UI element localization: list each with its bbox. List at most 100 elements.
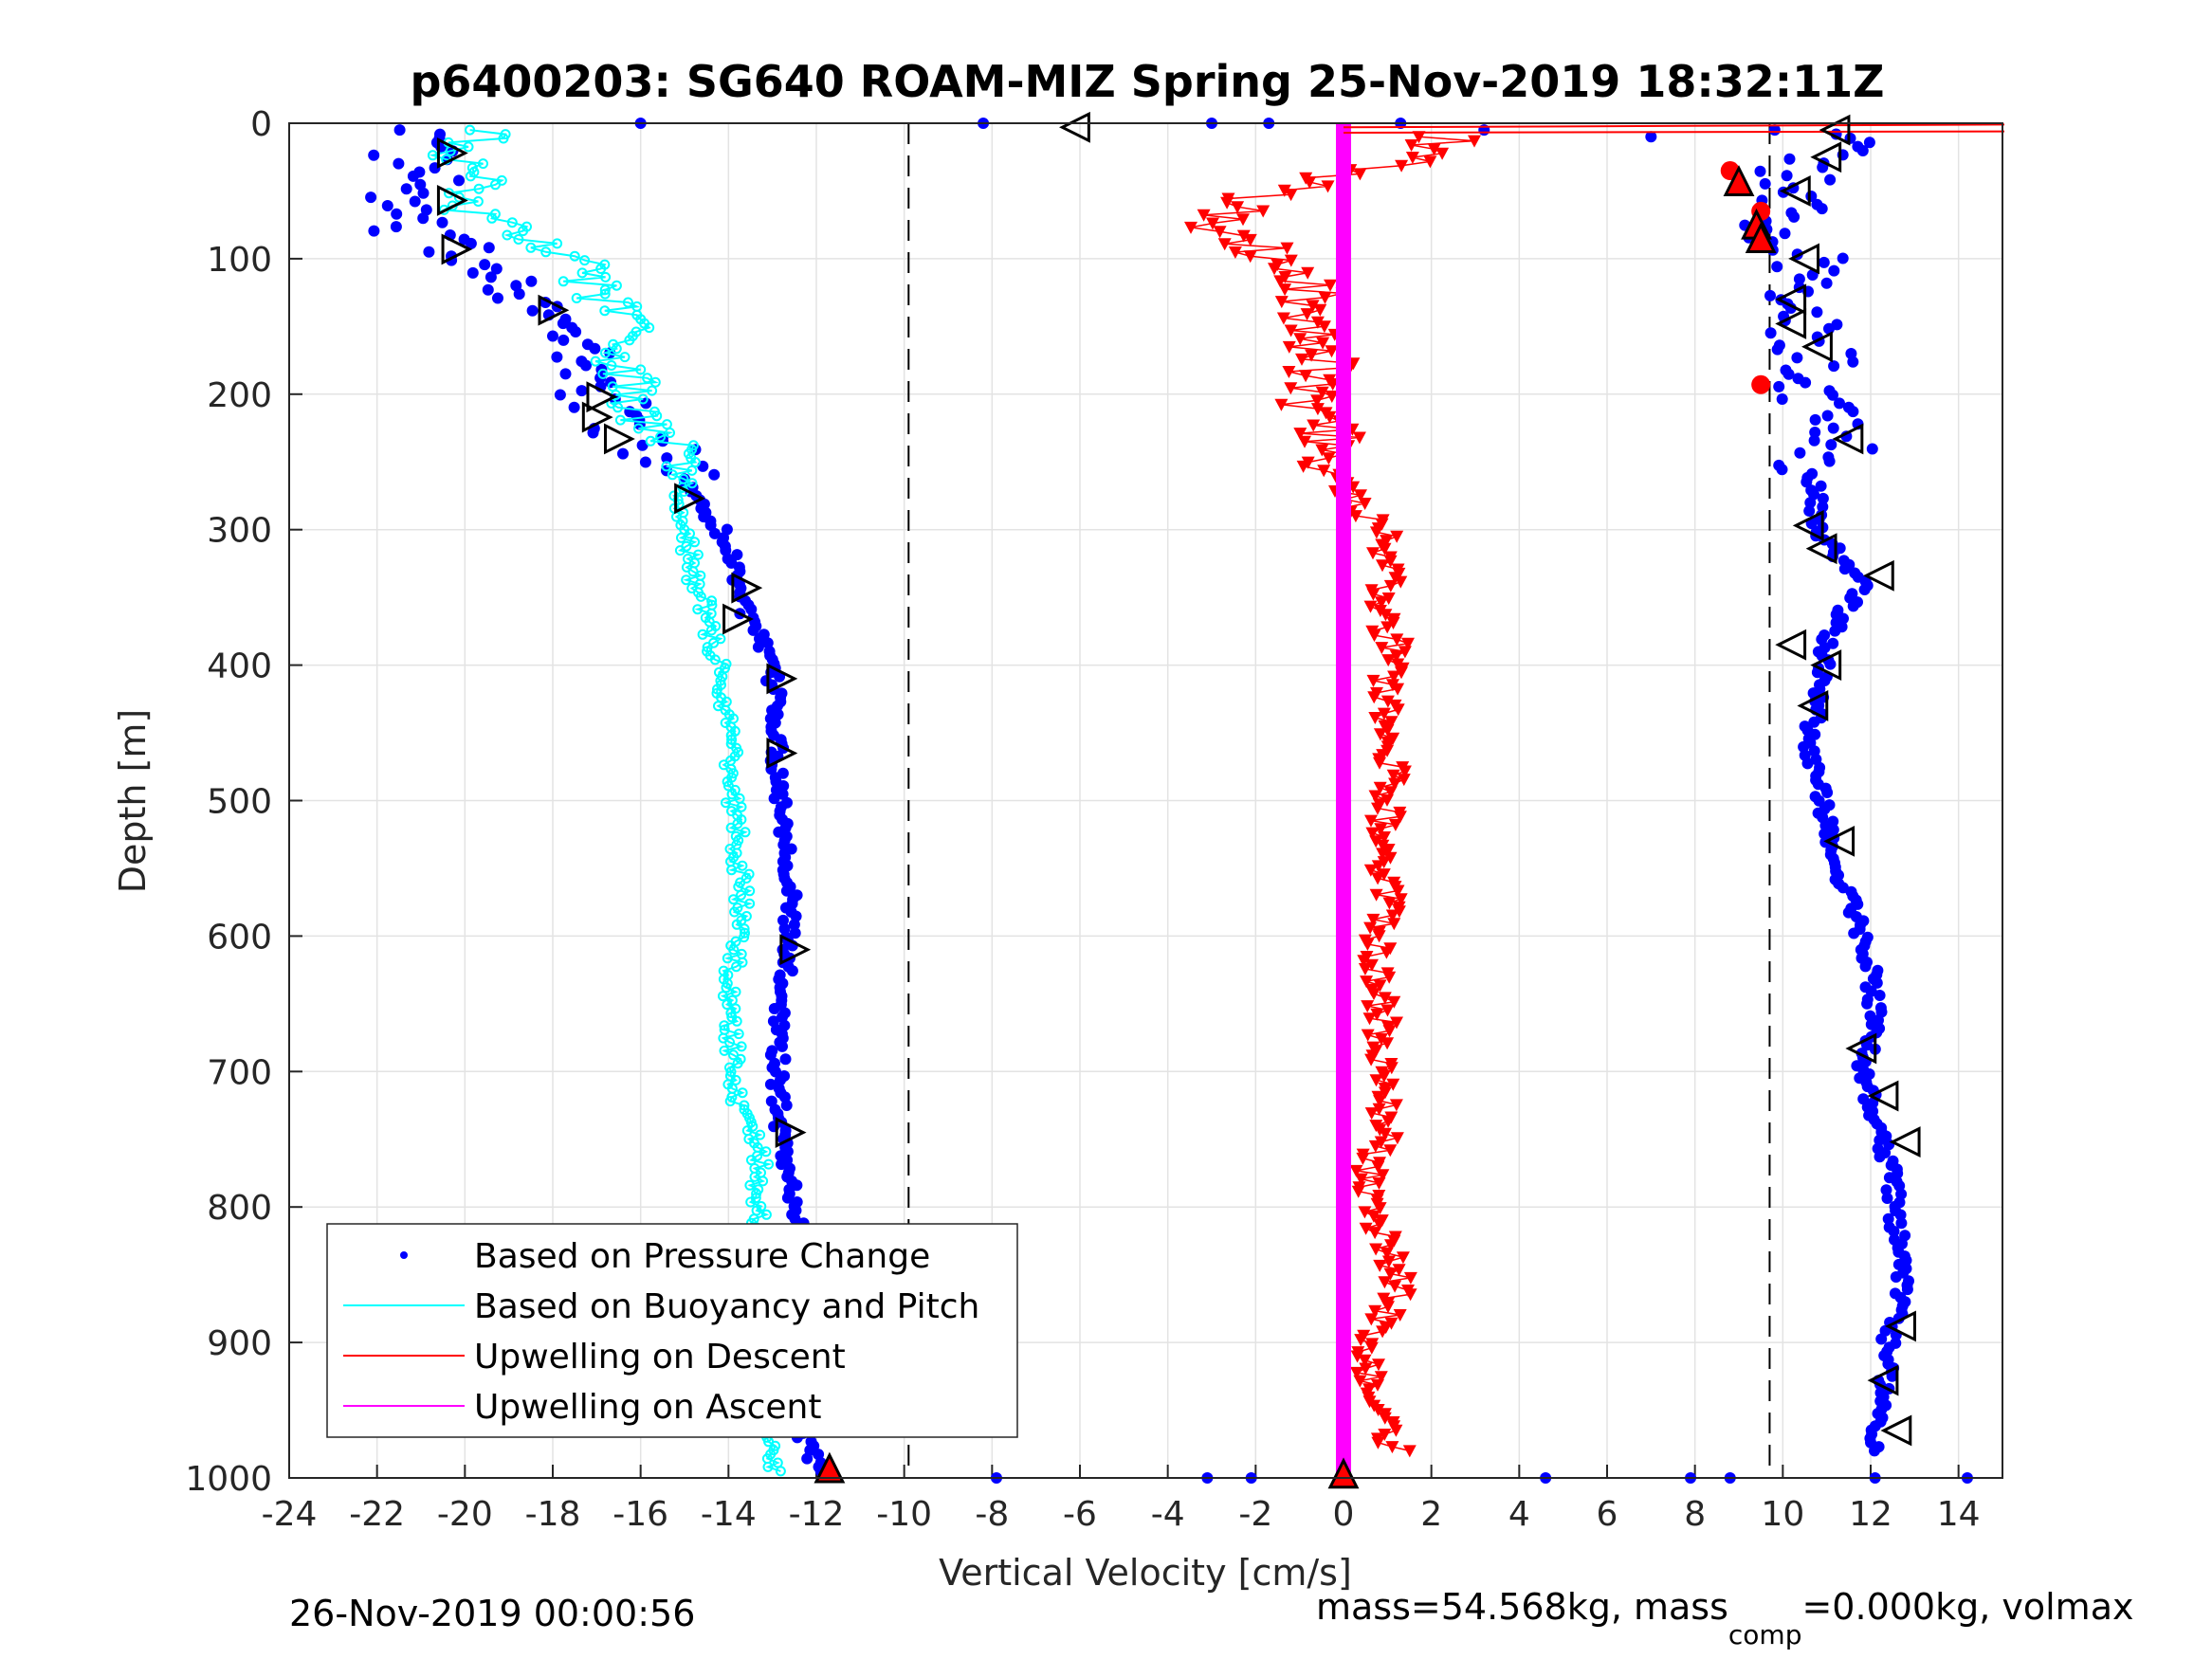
descent-upwelling-point bbox=[1373, 728, 1387, 741]
descent-upwelling-point bbox=[1197, 209, 1211, 222]
x-tick-labels: -24 -22 -20 -18 -16 -14 -12 -10 -8 -6 -4 -2 0 2 4 6 8 10 1… bbox=[262, 1495, 1981, 1534]
descent-upwelling-point bbox=[1366, 547, 1380, 560]
series-layer bbox=[365, 118, 2005, 1484]
legend: Based on Pressure Change Based on Buoyan… bbox=[326, 1223, 1018, 1438]
buoyancy-point bbox=[749, 1171, 760, 1182]
buoyancy-point bbox=[718, 991, 728, 1002]
descent-upwelling-point bbox=[1373, 979, 1387, 993]
descent-upwelling-point bbox=[1392, 1264, 1406, 1277]
footer-mass-sub: comp bbox=[1728, 1619, 1802, 1650]
pressure-point bbox=[580, 359, 592, 372]
pressure-point bbox=[779, 1053, 792, 1066]
buoyancy-point bbox=[689, 457, 701, 467]
descent-upwelling-point bbox=[1351, 1185, 1365, 1198]
footer-mass-rest: =0.000kg, volmax bbox=[1801, 1586, 2133, 1628]
descent-upwelling-point bbox=[1391, 884, 1405, 898]
x-tick-label: 4 bbox=[1508, 1495, 1530, 1534]
buoyancy-point bbox=[600, 271, 612, 283]
descent-upwelling-point bbox=[1373, 1218, 1386, 1231]
pressure-point bbox=[1847, 406, 1859, 418]
buoyancy-point bbox=[681, 574, 692, 586]
descent-upwelling-point bbox=[1383, 555, 1398, 568]
pressure-point bbox=[1819, 828, 1831, 840]
pressure-point bbox=[547, 330, 558, 342]
pressure-point bbox=[1874, 990, 1886, 1001]
footer-mass-info: mass=54.568kg, masscomp=0.000kg, volmax bbox=[1316, 1586, 2133, 1650]
open-triangle-marker bbox=[1059, 111, 1090, 143]
buoyancy-point bbox=[600, 347, 611, 358]
descent-upwelling-point bbox=[1380, 695, 1395, 708]
pressure-point bbox=[391, 208, 403, 220]
buoyancy-point bbox=[740, 827, 751, 838]
pressure-point bbox=[526, 304, 539, 317]
buoyancy-point bbox=[647, 385, 658, 396]
descent-upwelling-point bbox=[1374, 823, 1388, 836]
pressure-point bbox=[1809, 413, 1821, 426]
open-triangle-marker bbox=[586, 381, 618, 413]
pressure-point bbox=[747, 624, 759, 636]
open-triangle-marker bbox=[604, 423, 635, 455]
filled-triangle-marker bbox=[1327, 1457, 1360, 1489]
y-axis-label: Depth [m] bbox=[112, 709, 154, 894]
buoyancy-point bbox=[472, 196, 484, 207]
pressure-point bbox=[393, 124, 406, 137]
descent-upwelling-point bbox=[1303, 176, 1317, 190]
pressure-point bbox=[801, 1452, 814, 1465]
buoyancy-point bbox=[724, 1037, 736, 1048]
buoyancy-point bbox=[635, 364, 647, 375]
buoyancy-point bbox=[614, 414, 626, 426]
pressure-point bbox=[570, 326, 582, 337]
footer-timestamp: 26-Nov-2019 00:00:56 bbox=[289, 1593, 695, 1634]
descent-upwelling-point bbox=[1364, 1313, 1379, 1326]
pressure-point bbox=[1764, 327, 1777, 339]
descent-upwelling-point bbox=[1402, 1445, 1417, 1458]
open-triangle-marker bbox=[1867, 1080, 1899, 1112]
x-axis-label: Vertical Velocity [cm/s] bbox=[939, 1552, 1352, 1594]
buoyancy-point bbox=[733, 1029, 744, 1040]
open-triangle-marker bbox=[1797, 690, 1829, 721]
pressure-point bbox=[1816, 203, 1828, 215]
pressure-point bbox=[770, 1066, 781, 1078]
pressure-point bbox=[1895, 1217, 1908, 1230]
pressure-point bbox=[1847, 600, 1859, 612]
buoyancy-point bbox=[722, 999, 733, 1011]
descent-upwelling-point bbox=[1395, 159, 1409, 173]
buoyancy-point bbox=[697, 629, 708, 640]
descent-surface-line bbox=[1343, 123, 2005, 129]
x-tick-label: -8 bbox=[975, 1495, 1009, 1534]
open-triangle-marker bbox=[436, 137, 468, 169]
open-triangle-marker bbox=[1889, 1126, 1921, 1158]
x-tick-label: -20 bbox=[437, 1495, 493, 1534]
descent-upwelling-point bbox=[1381, 1115, 1396, 1128]
descent-upwelling-point bbox=[1384, 716, 1398, 729]
buoyancy-point bbox=[473, 183, 484, 194]
x-tick-label: -12 bbox=[789, 1495, 845, 1534]
buoyancy-point bbox=[719, 1020, 730, 1031]
descent-upwelling-point bbox=[1358, 963, 1372, 975]
legend-swatch-pressure bbox=[400, 1251, 408, 1259]
descent-upwelling-point bbox=[1310, 316, 1325, 329]
pressure-point bbox=[777, 788, 789, 800]
pressure-point bbox=[436, 216, 448, 228]
buoyancy-point bbox=[721, 797, 731, 809]
descent-upwelling-point bbox=[1381, 1255, 1396, 1268]
buoyancy-point bbox=[611, 280, 622, 291]
pressure-point bbox=[1827, 422, 1839, 434]
buoyancy-point bbox=[590, 356, 601, 367]
descent-upwelling-point bbox=[1363, 921, 1378, 935]
footer-mass: mass=54.568kg, mass bbox=[1316, 1586, 1728, 1628]
open-triangle-marker bbox=[1880, 1414, 1912, 1447]
descent-upwelling-point bbox=[1382, 1025, 1397, 1038]
y-tick-label: 600 bbox=[207, 918, 272, 957]
descent-upwelling-point bbox=[1376, 839, 1390, 852]
descent-upwelling-point bbox=[1387, 918, 1401, 931]
open-triangle-marker bbox=[779, 934, 812, 966]
descent-upwelling-point bbox=[1358, 1206, 1372, 1219]
pressure-point bbox=[761, 637, 774, 649]
descent-upwelling-point bbox=[1373, 757, 1386, 770]
descent-upwelling-point bbox=[1373, 781, 1387, 794]
descent-upwelling-point bbox=[1366, 674, 1380, 687]
pressure-point bbox=[484, 271, 497, 283]
open-triangle-marker bbox=[1832, 423, 1864, 455]
pressure-point bbox=[559, 368, 572, 380]
